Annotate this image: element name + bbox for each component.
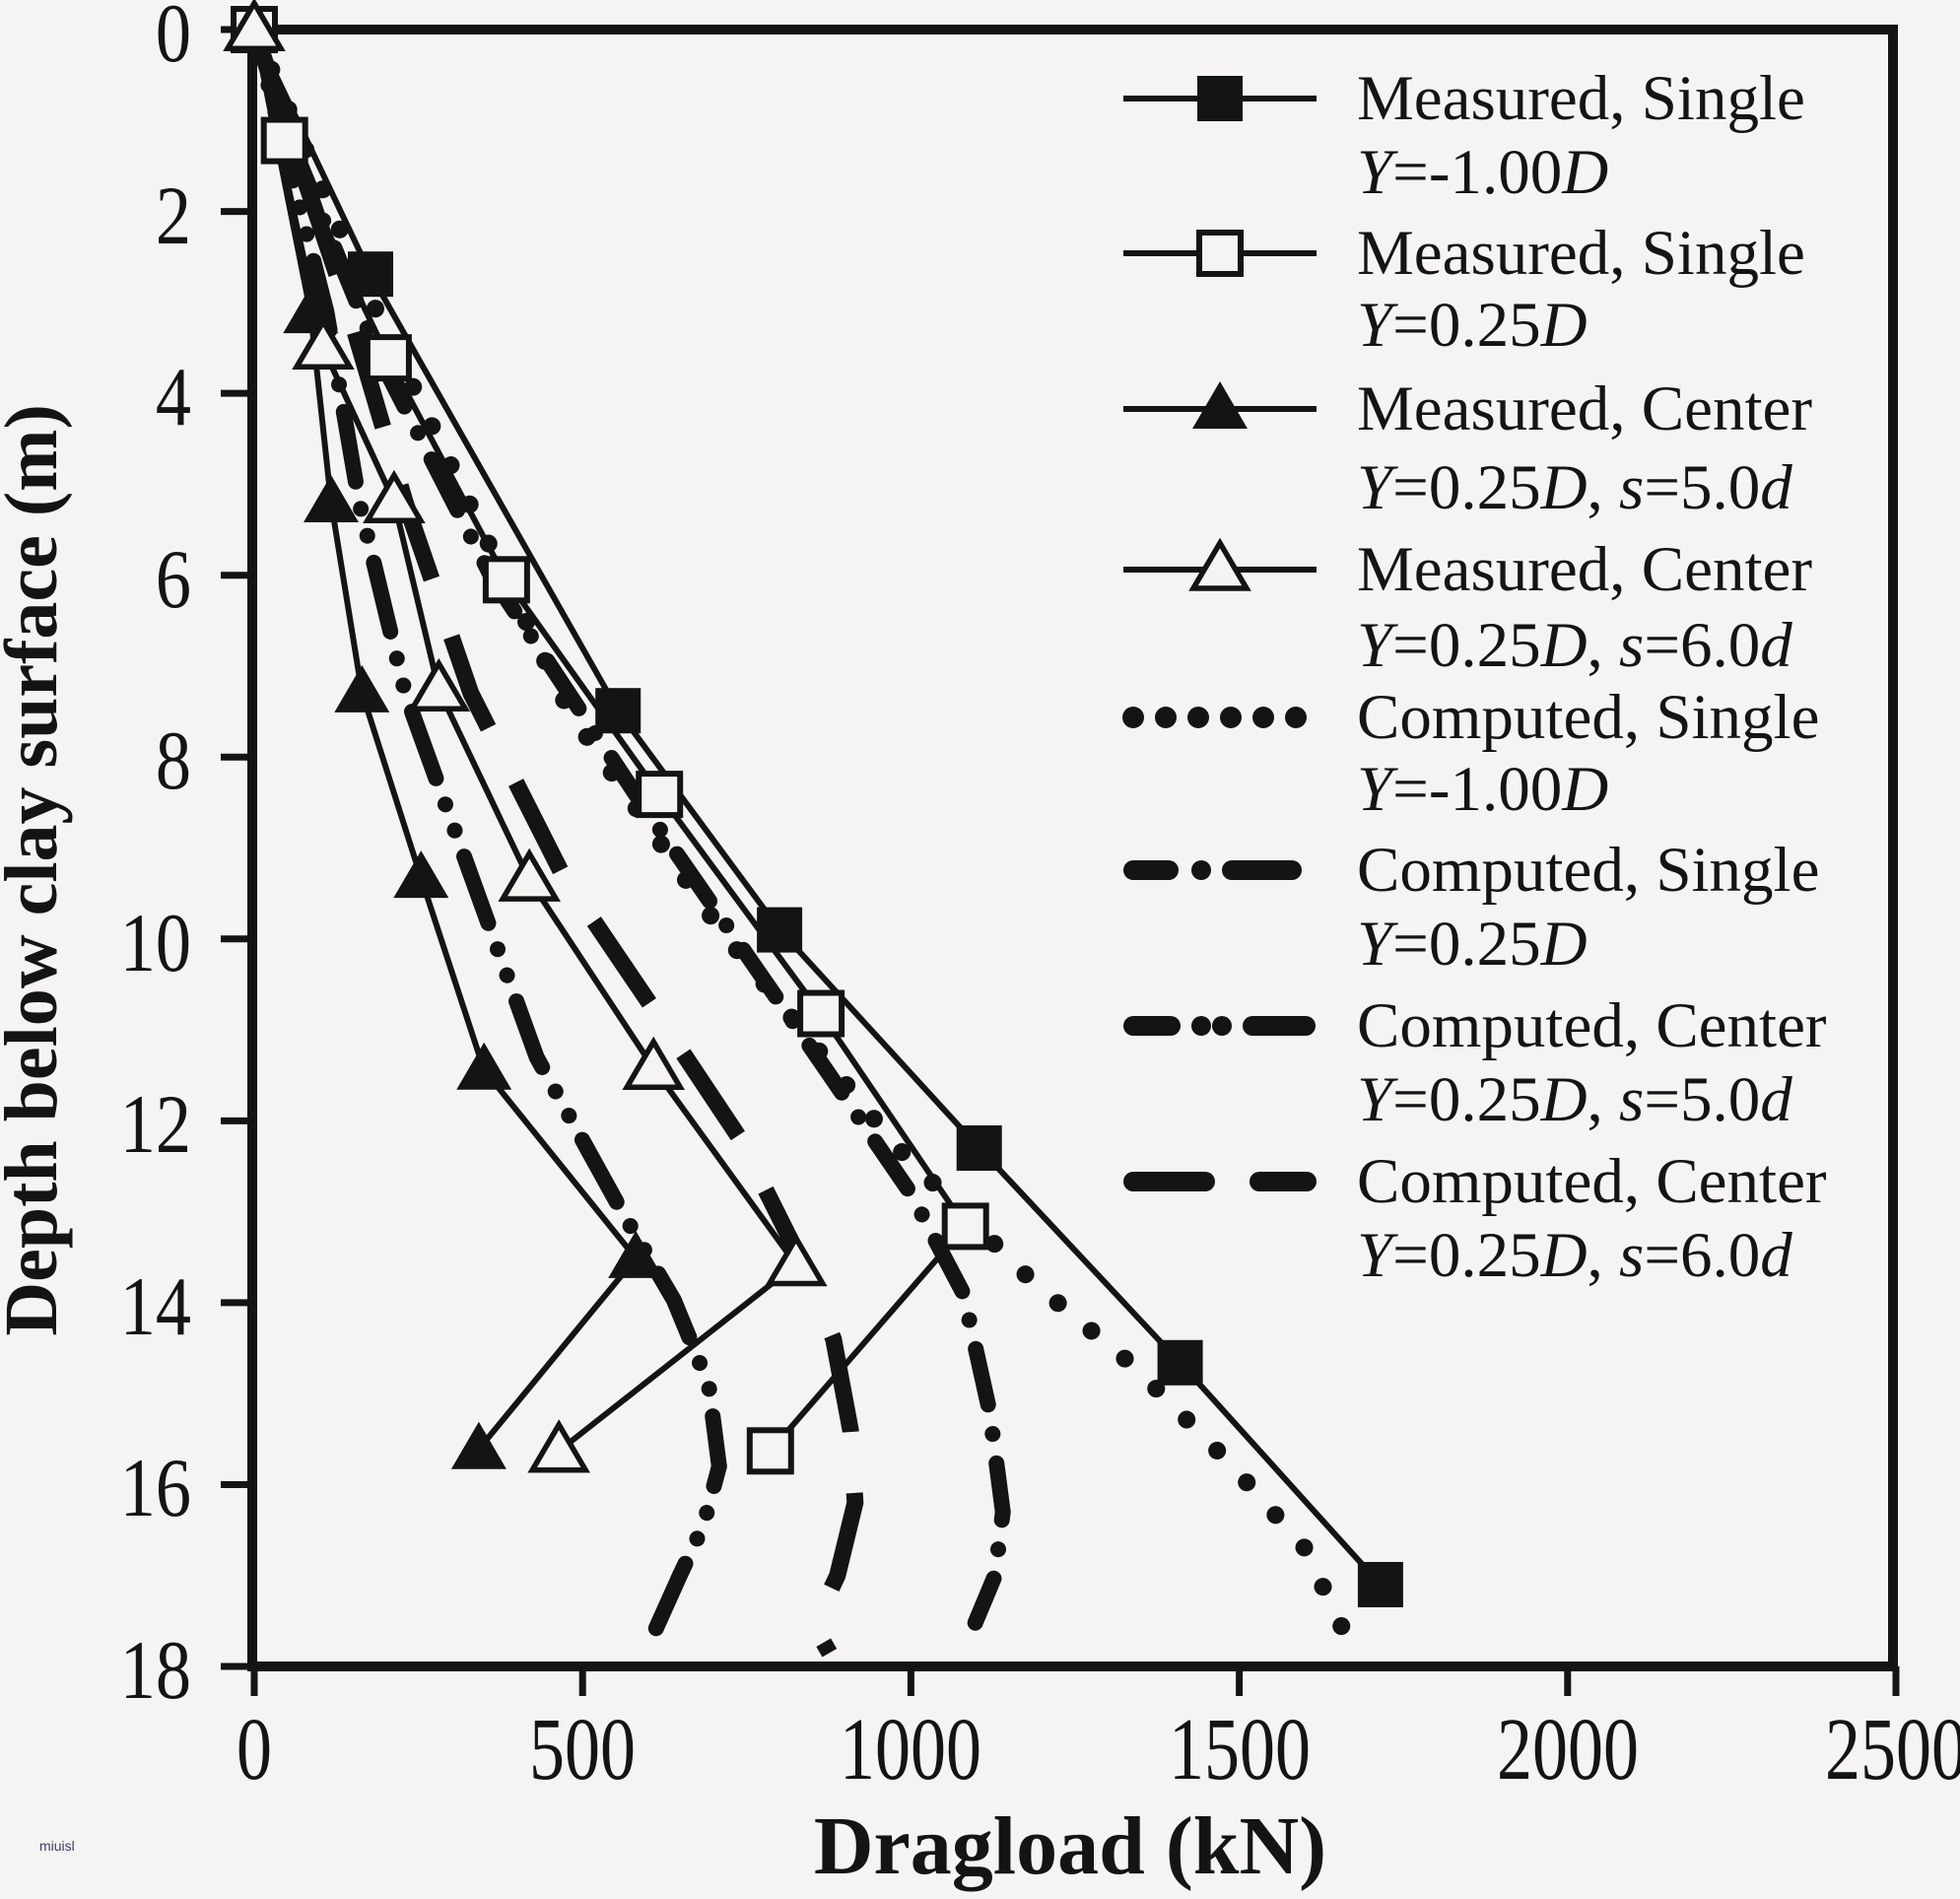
svg-text:500: 500 (529, 1699, 636, 1797)
svg-text:Depth below clay surface (m): Depth below clay surface (m) (0, 404, 73, 1336)
svg-text:16: 16 (120, 1443, 191, 1535)
svg-text:Computed, Center: Computed, Center (1357, 1146, 1827, 1217)
svg-text:6: 6 (156, 534, 191, 627)
svg-text:miuisl: miuisl (39, 1838, 75, 1854)
svg-text:18: 18 (120, 1625, 191, 1718)
svg-text:Computed, Single: Computed, Single (1357, 682, 1819, 753)
svg-text:8: 8 (156, 715, 191, 808)
svg-text:14: 14 (120, 1261, 191, 1354)
svg-text:Computed, Single: Computed, Single (1357, 835, 1819, 906)
svg-text:Y=0.25D, s=5.0d: Y=0.25D, s=5.0d (1357, 452, 1792, 523)
svg-text:Y=-1.00D: Y=-1.00D (1357, 137, 1608, 208)
svg-text:Measured, Single: Measured, Single (1357, 218, 1805, 289)
svg-text:1500: 1500 (1169, 1699, 1311, 1797)
svg-text:Dragload (kN): Dragload (kN) (814, 1800, 1326, 1892)
svg-text:Computed, Center: Computed, Center (1357, 990, 1827, 1061)
svg-text:2: 2 (156, 170, 191, 263)
svg-text:2500: 2500 (1825, 1699, 1960, 1797)
svg-text:2000: 2000 (1497, 1699, 1639, 1797)
svg-text:0: 0 (156, 0, 191, 80)
svg-text:4: 4 (156, 352, 191, 444)
svg-text:Y=0.25D: Y=0.25D (1357, 290, 1588, 361)
svg-text:Measured, Center: Measured, Center (1357, 373, 1812, 444)
svg-text:10: 10 (120, 898, 191, 990)
svg-text:Y=0.25D, s=6.0d: Y=0.25D, s=6.0d (1357, 610, 1792, 681)
svg-text:Measured, Center: Measured, Center (1357, 534, 1812, 605)
svg-text:Y=0.25D, s=5.0d: Y=0.25D, s=5.0d (1357, 1064, 1792, 1135)
svg-text:0: 0 (237, 1699, 272, 1797)
svg-text:Measured, Single: Measured, Single (1357, 63, 1805, 134)
svg-text:1000: 1000 (840, 1699, 981, 1797)
svg-text:Y=0.25D: Y=0.25D (1357, 909, 1588, 980)
svg-text:12: 12 (120, 1079, 191, 1172)
svg-text:Y=0.25D, s=6.0d: Y=0.25D, s=6.0d (1357, 1220, 1792, 1291)
svg-text:Y=-1.00D: Y=-1.00D (1357, 754, 1608, 825)
